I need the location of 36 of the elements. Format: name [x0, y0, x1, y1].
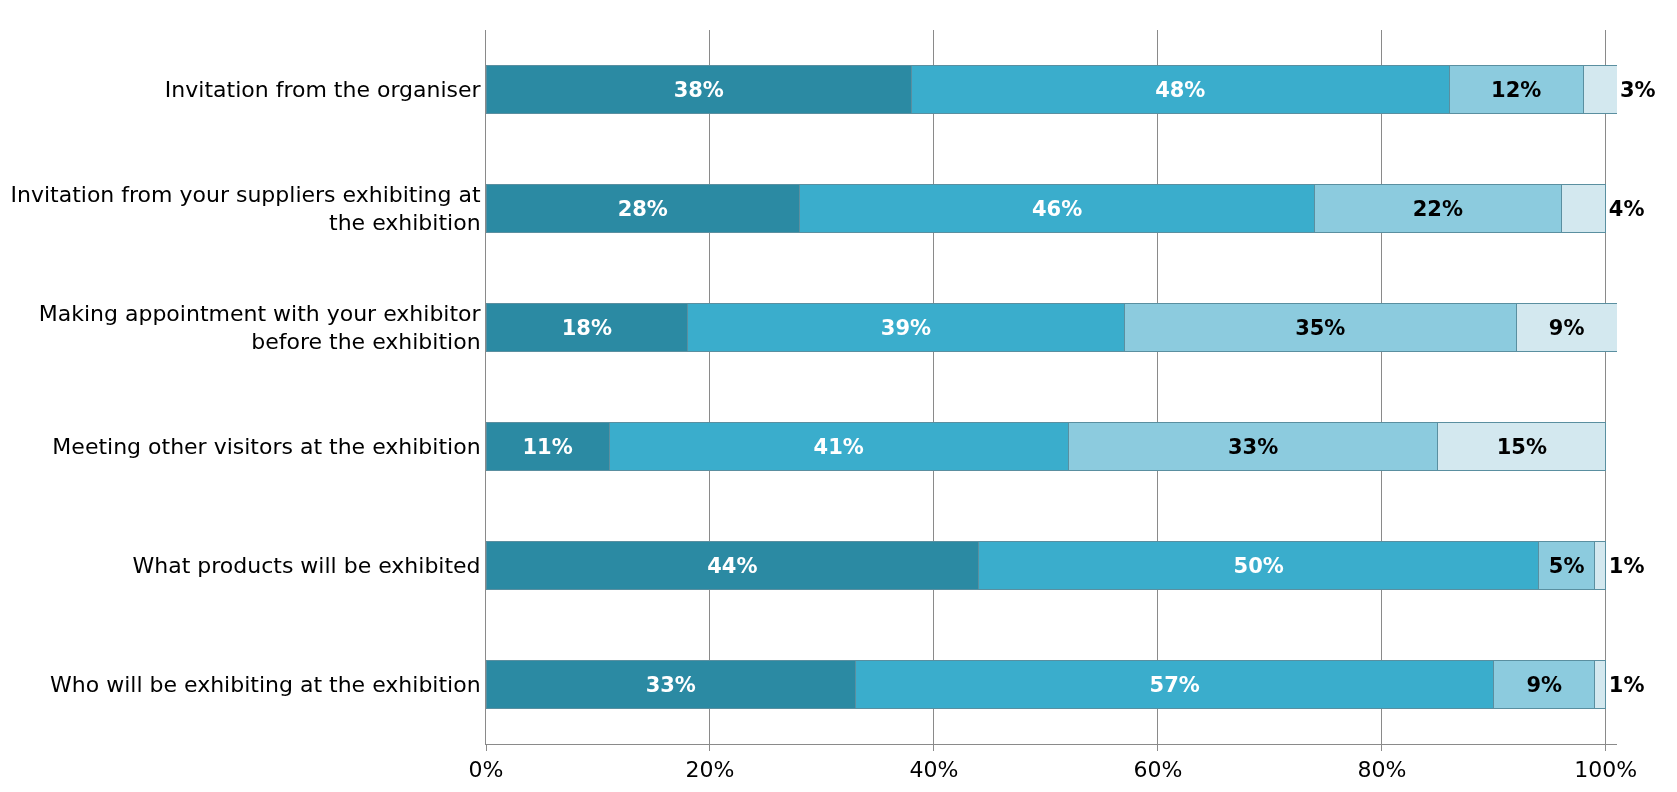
x-tick-label: 100%	[1574, 757, 1638, 783]
data-label: 41%	[813, 434, 864, 459]
data-label: 3%	[1620, 77, 1656, 102]
data-label: 39%	[880, 315, 932, 340]
x-tick-label: 60%	[1133, 757, 1183, 783]
data-label: 4%	[1608, 196, 1645, 221]
y-tick-label: Making appointment with your exhibitor before the exhibition	[38, 300, 482, 355]
x-tick-label: 20%	[685, 757, 735, 783]
data-label: 5%	[1548, 553, 1585, 578]
x-tick-label: 80%	[1357, 757, 1407, 783]
data-label: 22%	[1412, 196, 1463, 221]
data-label: 46%	[1031, 196, 1083, 221]
data-label: 57%	[1149, 672, 1200, 697]
data-label: 9%	[1526, 672, 1563, 697]
data-label: 12%	[1491, 77, 1542, 102]
y-tick-label: Who will be exhibiting at the exhibition	[50, 672, 481, 698]
data-label: 35%	[1295, 315, 1346, 340]
data-label: 1%	[1608, 553, 1645, 578]
data-label: 50%	[1233, 553, 1284, 578]
data-label: 1%	[1608, 672, 1645, 697]
data-label: 38%	[673, 77, 724, 102]
data-label: 33%	[1227, 434, 1279, 459]
y-tick-label: Invitation from the organiser	[164, 77, 482, 103]
data-label: 18%	[561, 315, 612, 340]
data-label: 15%	[1496, 434, 1547, 459]
data-label: 44%	[707, 553, 758, 578]
data-label: 9%	[1548, 315, 1585, 340]
y-tick-label: Meeting other visitors at the exhibition	[52, 434, 481, 460]
x-tick-label: 0%	[468, 757, 504, 783]
y-tick-label: Invitation from your suppliers exhibiting at the exhibition	[10, 181, 481, 236]
data-label: 48%	[1155, 77, 1206, 102]
x-tick-label: 40%	[909, 757, 959, 783]
data-label: 33%	[645, 672, 696, 697]
y-tick-label: What products will be exhibited	[132, 553, 481, 579]
data-label: 11%	[522, 434, 573, 459]
data-label: 28%	[617, 196, 668, 221]
